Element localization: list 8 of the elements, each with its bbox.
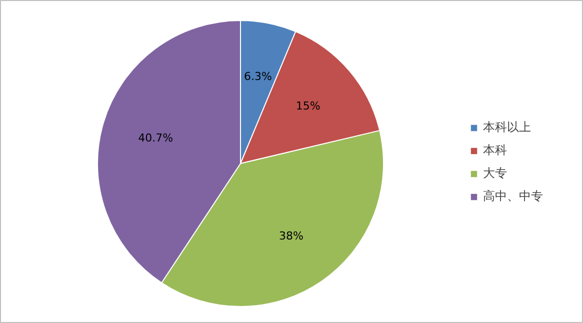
legend-label: 本科 xyxy=(483,142,507,158)
data-label: 15% xyxy=(296,100,320,113)
data-label: 38% xyxy=(279,230,304,243)
legend-label: 大专 xyxy=(483,164,507,182)
legend-label: 高中、中专 xyxy=(483,188,543,204)
data-label: 40.7% xyxy=(138,131,174,144)
legend-label: 本科以上 xyxy=(483,118,531,136)
data-label: 6.3% xyxy=(244,70,272,84)
